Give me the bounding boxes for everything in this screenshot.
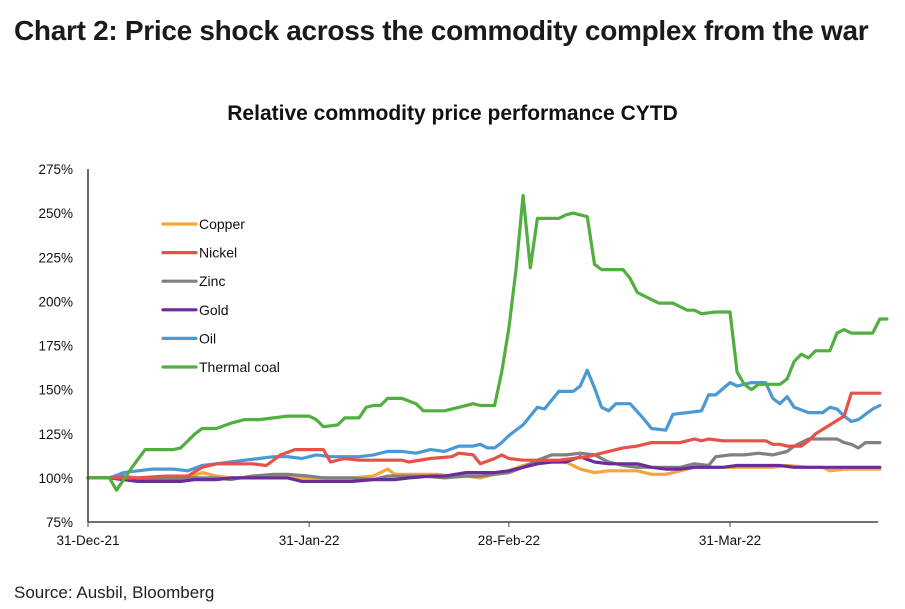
legend: Copper Nickel Zinc Gold Oil Thermal coal bbox=[161, 216, 280, 375]
y-tick-label: 175% bbox=[38, 339, 73, 354]
y-tick-label: 225% bbox=[38, 250, 73, 265]
legend-label: Thermal coal bbox=[199, 359, 280, 375]
legend-label: Nickel bbox=[199, 245, 237, 261]
series-layer bbox=[86, 193, 889, 492]
source-note: Source: Ausbil, Bloomberg bbox=[14, 583, 215, 602]
series-line-nickel bbox=[86, 391, 882, 480]
legend-item-copper: Copper bbox=[161, 216, 245, 232]
chart-title: Relative commodity price performance CYT… bbox=[227, 102, 678, 125]
series-line-zinc bbox=[86, 437, 882, 482]
x-tick-label: 31-Dec-21 bbox=[56, 533, 119, 548]
y-tick-label: 75% bbox=[46, 515, 73, 530]
legend-item-gold: Gold bbox=[161, 302, 229, 318]
legend-label: Zinc bbox=[199, 273, 225, 289]
page-heading: Chart 2: Price shock across the commodit… bbox=[14, 15, 869, 46]
legend-item-nickel: Nickel bbox=[161, 245, 237, 261]
x-tick-label: 28-Feb-22 bbox=[478, 533, 540, 548]
y-tick-label: 250% bbox=[38, 206, 73, 221]
legend-item-thermal-coal: Thermal coal bbox=[161, 359, 280, 375]
y-tick-label: 100% bbox=[38, 471, 73, 486]
y-tick-label: 200% bbox=[38, 294, 73, 309]
axes-layer: 75% 100% 125% 150% 175% 200% 225% 250% 275% 31-De… bbox=[38, 162, 878, 548]
x-tick-label: 31-Jan-22 bbox=[279, 533, 340, 548]
y-tick-label: 125% bbox=[38, 427, 73, 442]
series-line-thermal-coal bbox=[86, 193, 889, 492]
series-line-oil bbox=[86, 368, 882, 480]
legend-item-oil: Oil bbox=[161, 330, 216, 346]
x-tick-label: 31-Mar-22 bbox=[699, 533, 761, 548]
legend-label: Copper bbox=[199, 216, 245, 232]
legend-label: Oil bbox=[199, 330, 216, 346]
legend-label: Gold bbox=[199, 302, 229, 318]
series-line-gold bbox=[86, 455, 882, 483]
y-tick-label: 275% bbox=[38, 162, 73, 177]
y-tick-label: 150% bbox=[38, 383, 73, 398]
legend-item-zinc: Zinc bbox=[161, 273, 225, 289]
